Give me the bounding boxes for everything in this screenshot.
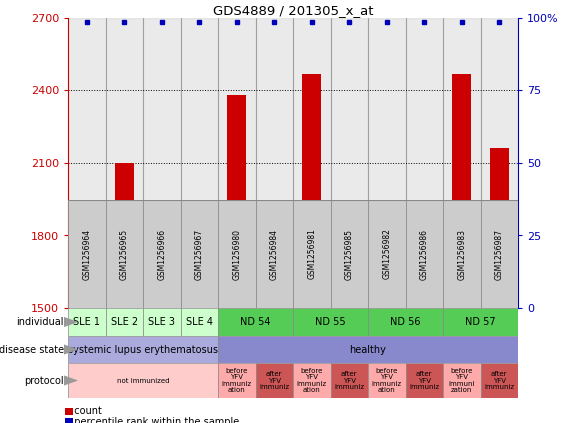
Polygon shape bbox=[64, 376, 78, 386]
Bar bbox=[181, 200, 218, 308]
Bar bbox=[68, 336, 218, 363]
Bar bbox=[227, 95, 246, 308]
Bar bbox=[256, 18, 293, 308]
Text: GSM1256987: GSM1256987 bbox=[495, 228, 504, 280]
Bar bbox=[68, 200, 105, 308]
Polygon shape bbox=[64, 317, 78, 327]
Bar bbox=[415, 294, 434, 308]
Polygon shape bbox=[64, 344, 78, 354]
Bar bbox=[218, 18, 256, 308]
Bar bbox=[368, 308, 443, 336]
Bar bbox=[218, 363, 256, 398]
Text: after
YFV
immuniz: after YFV immuniz bbox=[409, 371, 439, 390]
Text: before
YFV
immuniz
ation: before YFV immuniz ation bbox=[297, 368, 327, 393]
Bar bbox=[265, 279, 284, 308]
Bar bbox=[443, 308, 518, 336]
Bar bbox=[143, 200, 181, 308]
Text: ND 55: ND 55 bbox=[315, 317, 346, 327]
Text: GSM1256980: GSM1256980 bbox=[233, 228, 242, 280]
Text: SLE 2: SLE 2 bbox=[111, 317, 138, 327]
Bar bbox=[443, 200, 480, 308]
Bar bbox=[256, 200, 293, 308]
Text: percentile rank within the sample: percentile rank within the sample bbox=[68, 417, 239, 423]
Text: GSM1256982: GSM1256982 bbox=[382, 228, 391, 280]
Text: healthy: healthy bbox=[350, 344, 386, 354]
Text: GSM1256964: GSM1256964 bbox=[82, 228, 91, 280]
Text: SLE 1: SLE 1 bbox=[73, 317, 100, 327]
Bar bbox=[115, 163, 133, 308]
Bar bbox=[293, 18, 330, 308]
Bar bbox=[377, 231, 396, 308]
Text: after
YFV
immuniz: after YFV immuniz bbox=[484, 371, 515, 390]
Bar bbox=[218, 200, 256, 308]
Bar bbox=[293, 200, 330, 308]
Bar bbox=[480, 18, 518, 308]
Text: ND 54: ND 54 bbox=[240, 317, 271, 327]
Bar bbox=[218, 308, 293, 336]
Bar bbox=[190, 264, 209, 308]
Text: ND 57: ND 57 bbox=[465, 317, 496, 327]
Text: not immunized: not immunized bbox=[117, 377, 169, 384]
Bar bbox=[105, 18, 143, 308]
Bar bbox=[405, 18, 443, 308]
Bar bbox=[68, 18, 105, 308]
Bar bbox=[443, 18, 480, 308]
Bar bbox=[453, 74, 471, 308]
Text: SLE 3: SLE 3 bbox=[148, 317, 175, 327]
Text: GSM1256986: GSM1256986 bbox=[420, 228, 429, 280]
Text: before
YFV
immuniz
ation: before YFV immuniz ation bbox=[372, 368, 402, 393]
Bar bbox=[490, 148, 508, 308]
Text: GSM1256981: GSM1256981 bbox=[307, 228, 316, 280]
Bar bbox=[143, 308, 181, 336]
Bar bbox=[330, 18, 368, 308]
Bar bbox=[105, 200, 143, 308]
Bar bbox=[330, 363, 368, 398]
Text: before
YFV
immuniz
ation: before YFV immuniz ation bbox=[222, 368, 252, 393]
Bar bbox=[443, 363, 480, 398]
Text: ND 56: ND 56 bbox=[390, 317, 421, 327]
Title: GDS4889 / 201305_x_at: GDS4889 / 201305_x_at bbox=[213, 4, 373, 17]
Bar bbox=[68, 363, 218, 398]
Bar bbox=[105, 308, 143, 336]
Bar bbox=[153, 277, 171, 308]
Text: GSM1256984: GSM1256984 bbox=[270, 228, 279, 280]
Text: individual: individual bbox=[16, 317, 64, 327]
Text: SLE 4: SLE 4 bbox=[186, 317, 213, 327]
Bar bbox=[293, 308, 368, 336]
Bar bbox=[480, 200, 518, 308]
Bar bbox=[368, 200, 405, 308]
Text: before
YFV
immuni
zation: before YFV immuni zation bbox=[449, 368, 475, 393]
Bar bbox=[181, 18, 218, 308]
Text: GSM1256967: GSM1256967 bbox=[195, 228, 204, 280]
Bar bbox=[143, 18, 181, 308]
Bar bbox=[302, 74, 321, 308]
Bar bbox=[181, 308, 218, 336]
Bar bbox=[218, 336, 518, 363]
Bar bbox=[77, 236, 96, 308]
Text: GSM1256985: GSM1256985 bbox=[345, 228, 354, 280]
Bar bbox=[68, 308, 105, 336]
Bar bbox=[256, 363, 293, 398]
Bar bbox=[368, 363, 405, 398]
Bar bbox=[340, 236, 359, 308]
Text: protocol: protocol bbox=[24, 376, 64, 385]
Text: after
YFV
immuniz: after YFV immuniz bbox=[259, 371, 289, 390]
Text: disease state: disease state bbox=[0, 344, 64, 354]
Text: count: count bbox=[68, 407, 102, 416]
Text: after
YFV
immuniz: after YFV immuniz bbox=[334, 371, 364, 390]
Text: systemic lupus erythematosus: systemic lupus erythematosus bbox=[68, 344, 218, 354]
Text: GSM1256966: GSM1256966 bbox=[157, 228, 166, 280]
Bar bbox=[405, 363, 443, 398]
Bar bbox=[330, 200, 368, 308]
Bar bbox=[405, 200, 443, 308]
Bar bbox=[293, 363, 330, 398]
Text: GSM1256983: GSM1256983 bbox=[457, 228, 466, 280]
Bar bbox=[368, 18, 405, 308]
Text: GSM1256965: GSM1256965 bbox=[120, 228, 129, 280]
Bar bbox=[480, 363, 518, 398]
